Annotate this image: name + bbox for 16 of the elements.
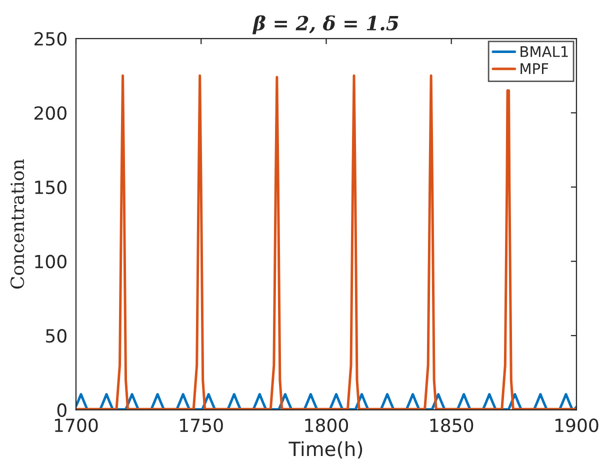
y-tick-label: 200 — [34, 106, 66, 120]
y-tick-label: 100 — [35, 254, 66, 268]
x-axis-title: Time(h) — [288, 441, 362, 459]
y-axis-title: Concentration — [10, 159, 24, 289]
x-tick-label: 1700 — [54, 418, 98, 432]
x-tick-label: 1900 — [555, 418, 598, 432]
y-tick-label: 0 — [57, 403, 66, 417]
y-tick-label: 50 — [46, 329, 66, 343]
y-tick-label: 150 — [35, 180, 66, 194]
y-tick-label: 250 — [34, 32, 66, 46]
legend-label: BMAL1 — [520, 46, 568, 57]
x-tick-label: 1800 — [305, 418, 348, 432]
legend-label: MPF — [520, 63, 548, 74]
x-tick-label: 1850 — [430, 418, 474, 432]
x-tick-label: 1750 — [180, 418, 223, 432]
chart-title: β = 2, δ = 1.5 — [252, 15, 398, 34]
